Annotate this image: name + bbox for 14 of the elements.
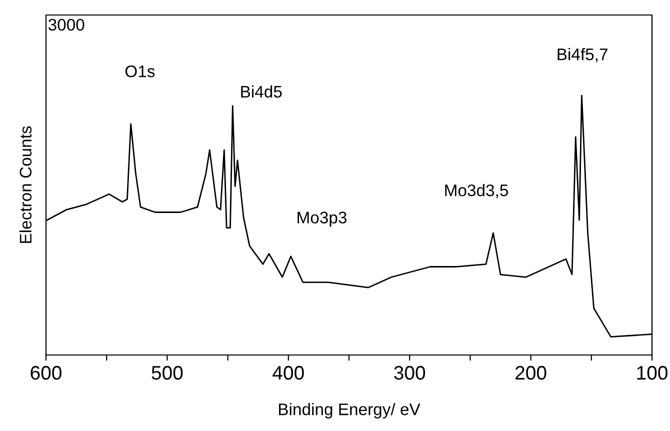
x-axis-title: Binding Energy/ eV xyxy=(279,402,420,419)
x-tick-label: 200 xyxy=(516,366,546,380)
annotation: Bi4d5 xyxy=(241,85,282,98)
annotation: Mo3d3,5 xyxy=(445,184,508,198)
x-tick-label: 400 xyxy=(272,366,304,380)
annotation: Mo3p3 xyxy=(298,212,346,227)
x-tick-label: 100 xyxy=(637,366,668,380)
text: Bi4f5,7 xyxy=(558,48,608,62)
x-tick-label: 600 xyxy=(30,366,62,380)
x-tick-label: 500 xyxy=(152,366,183,380)
text: 3000 xyxy=(48,18,84,31)
x-tick-label: 300 xyxy=(394,366,426,380)
text: O1s xyxy=(125,65,155,78)
y-axis-title: Electron Counts xyxy=(19,126,32,243)
